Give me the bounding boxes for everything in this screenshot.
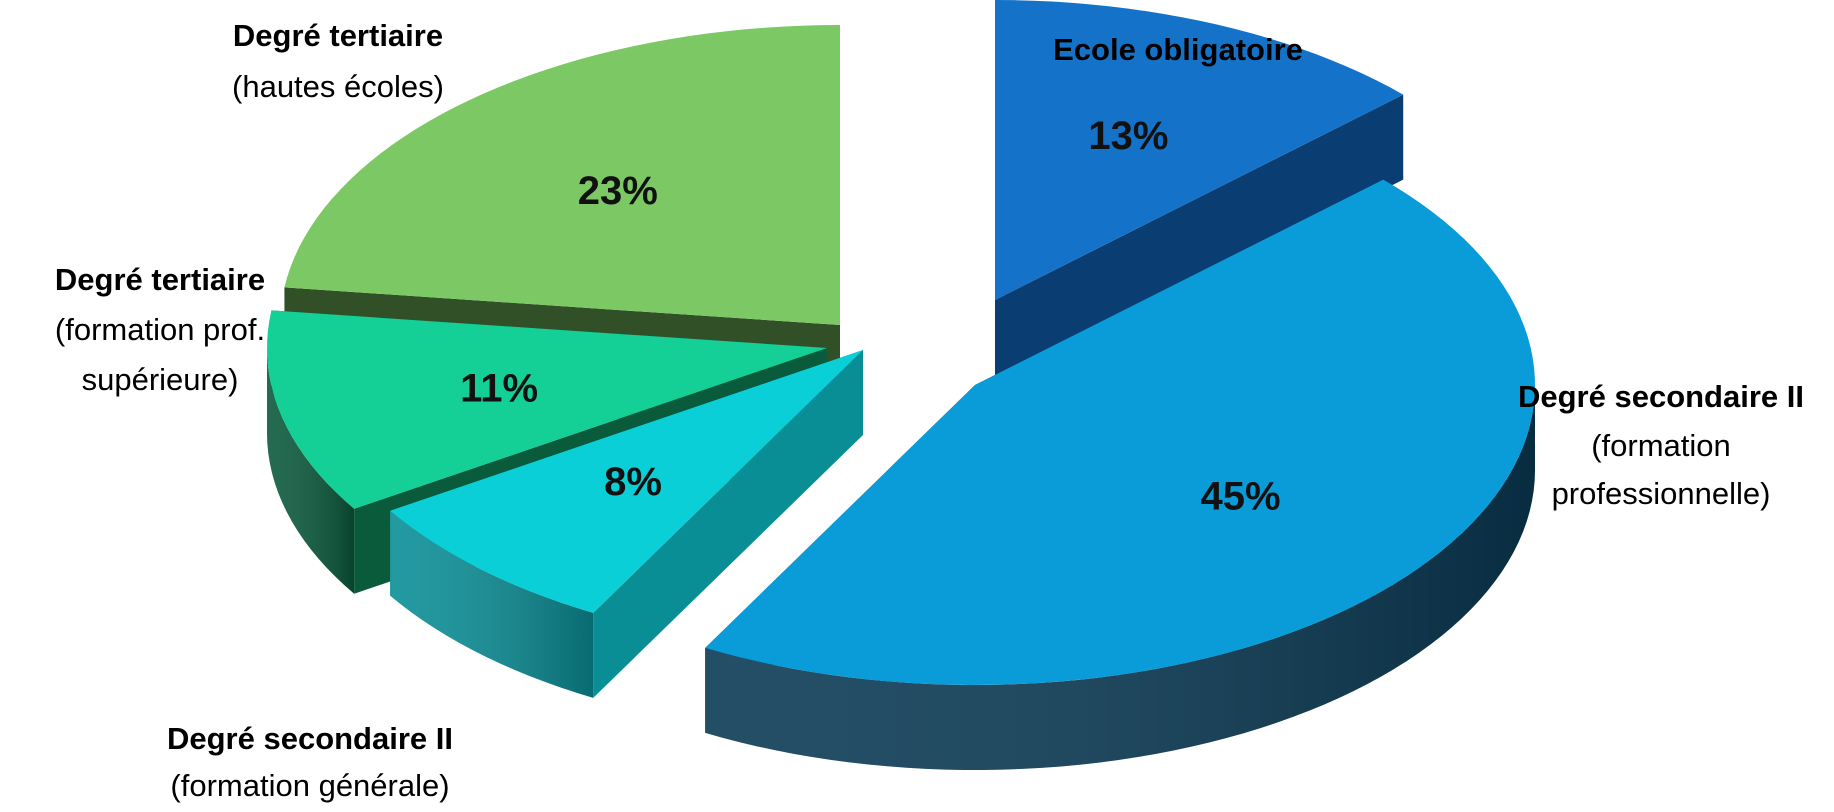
label-sub-line: (formation prof. (55, 312, 265, 347)
slice-top (284, 25, 840, 325)
slice-outer-side-shade (390, 510, 594, 698)
pie-slice (705, 179, 1535, 770)
label-secondaire-generale: Degré secondaire II (formation générale) (167, 721, 453, 803)
label-secondaire-pro: Degré secondaire II (formation professio… (1518, 379, 1804, 511)
slice-outer-side-shade (267, 348, 355, 594)
label-sub-line: supérieure) (82, 362, 239, 397)
slice-value-label: 13% (1088, 114, 1168, 158)
slice-top (705, 179, 1535, 685)
label-title: Degré secondaire II (1518, 379, 1804, 414)
slice-value-label: 23% (578, 169, 658, 213)
label-sub-line: (formation générale) (170, 768, 449, 803)
label-tertiaire-prof-sup: Degré tertiaire (formation prof. supérie… (55, 262, 265, 397)
slice-outer-side-shade (705, 385, 1535, 770)
slice-top (267, 310, 827, 509)
slice-top (995, 0, 1404, 300)
label-tertiaire-hautes-ecoles: Degré tertiaire (hautes écoles) (232, 18, 444, 104)
slices-layer (267, 0, 1535, 770)
label-title: Ecole obligatoire (1053, 32, 1303, 67)
pie-slice (995, 0, 1404, 385)
label-sub-line: (hautes écoles) (232, 69, 444, 104)
label-title: Degré tertiaire (55, 262, 265, 297)
slice-value-label: 8% (604, 460, 662, 504)
slice-radial-side (995, 94, 1404, 385)
label-title: Degré tertiaire (233, 18, 443, 53)
slice-top (390, 350, 863, 613)
slice-value-label: 11% (460, 366, 538, 410)
label-sub-line: (formation (1591, 428, 1731, 463)
label-ecole-obligatoire: Ecole obligatoire (1053, 32, 1303, 67)
label-sub-line: professionnelle) (1552, 476, 1771, 511)
slice-value-label: 45% (1200, 474, 1280, 518)
label-title: Degré secondaire II (167, 721, 453, 756)
value-labels: 13% 23% 11% 8% 45% (460, 114, 1280, 518)
pie-slice (390, 350, 863, 698)
